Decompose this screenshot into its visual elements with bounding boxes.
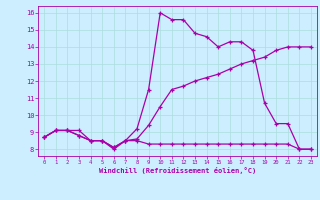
X-axis label: Windchill (Refroidissement éolien,°C): Windchill (Refroidissement éolien,°C) <box>99 167 256 174</box>
